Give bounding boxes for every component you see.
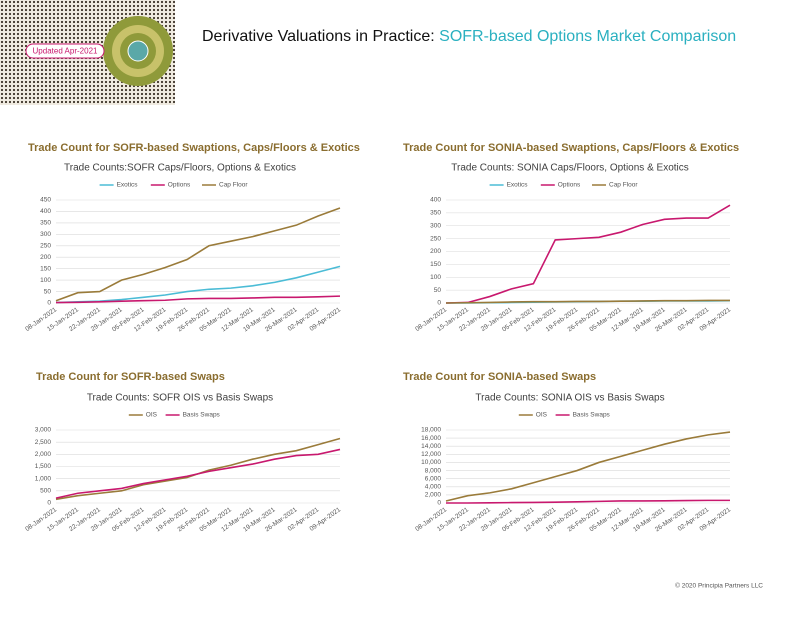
y-tick-label: 2,500 — [35, 439, 52, 446]
y-tick-label: 8,000 — [425, 467, 442, 474]
series-line — [55, 295, 341, 304]
y-tick-label: 400 — [40, 208, 51, 215]
y-tick-label: 2,000 — [35, 451, 52, 458]
panel-heading: Trade Count for SOFR-based Swaptions, Ca… — [28, 142, 360, 154]
y-tick-label: 200 — [430, 248, 441, 255]
y-tick-label: 14,000 — [421, 443, 441, 450]
y-tick-label: 50 — [434, 287, 442, 294]
title-lead: Derivative Valuations in Practice: — [202, 28, 439, 45]
legend-label: Exotics — [117, 182, 139, 189]
y-tick-label: 3,000 — [35, 427, 52, 434]
y-tick-label: 500 — [40, 488, 51, 495]
y-tick-label: 300 — [40, 231, 51, 238]
y-tick-label: 12,000 — [421, 451, 441, 458]
y-tick-label: 0 — [47, 500, 51, 507]
y-tick-label: 250 — [40, 242, 51, 249]
series-line — [55, 207, 341, 302]
series-line — [55, 265, 341, 304]
legend-label: Cap Floor — [219, 182, 248, 189]
series-line — [446, 499, 730, 504]
legend-label: Cap Floor — [609, 182, 638, 189]
y-tick-label: 100 — [430, 274, 441, 281]
series-line — [445, 431, 731, 502]
panel-heading: Trade Count for SONIA-based Swaps — [403, 371, 596, 383]
y-tick-label: 350 — [40, 220, 51, 227]
y-tick-label: 2,000 — [425, 492, 442, 499]
copyright: © 2020 Principia Partners LLC — [675, 582, 763, 590]
y-tick-label: 400 — [430, 197, 441, 204]
y-tick-label: 350 — [430, 210, 441, 217]
slide-title: Derivative Valuations in Practice: SOFR-… — [202, 28, 736, 45]
y-tick-label: 150 — [430, 261, 441, 268]
y-tick-label: 6,000 — [425, 475, 442, 482]
chart-title: Trade Counts: SONIA OIS vs Basis Swaps — [475, 393, 664, 404]
legend-label: Exotics — [507, 182, 529, 189]
y-tick-label: 18,000 — [421, 427, 441, 434]
title-accent: SOFR-based Options Market Comparison — [439, 28, 736, 45]
y-tick-label: 4,000 — [425, 483, 442, 490]
y-tick-label: 450 — [40, 197, 51, 204]
series-line — [445, 299, 730, 304]
y-tick-label: 0 — [47, 300, 51, 307]
series-line — [55, 448, 341, 499]
series-line — [445, 204, 731, 304]
y-tick-label: 10,000 — [421, 459, 441, 466]
chart-title: Trade Counts: SONIA Caps/Floors, Options… — [451, 163, 689, 174]
y-tick-label: 100 — [40, 277, 51, 284]
legend-label: Basis Swaps — [183, 412, 221, 419]
legend-label: Basis Swaps — [573, 412, 611, 419]
y-tick-label: 300 — [430, 222, 441, 229]
legend-label: Options — [168, 182, 191, 189]
chart-title: Trade Counts:SOFR Caps/Floors, Options &… — [64, 163, 296, 174]
y-tick-label: 0 — [437, 300, 441, 307]
logo-center — [127, 40, 149, 62]
panel-heading: Trade Count for SOFR-based Swaps — [36, 371, 225, 383]
panel-heading: Trade Count for SONIA-based Swaptions, C… — [403, 142, 739, 154]
legend-label: OIS — [146, 412, 158, 419]
y-tick-label: 1,500 — [35, 463, 52, 470]
y-tick-label: 0 — [437, 500, 441, 507]
y-tick-label: 250 — [430, 235, 441, 242]
legend-label: OIS — [536, 412, 548, 419]
y-tick-label: 1,000 — [35, 475, 52, 482]
legend-label: Options — [558, 182, 581, 189]
badge — [25, 43, 105, 59]
y-tick-label: 200 — [40, 254, 51, 261]
chart-title: Trade Counts: SOFR OIS vs Basis Swaps — [87, 393, 273, 404]
badge-text: Updated Apr-2021 — [33, 47, 98, 56]
y-tick-label: 150 — [40, 265, 51, 272]
y-tick-label: 16,000 — [421, 435, 441, 442]
y-tick-label: 50 — [44, 288, 52, 295]
